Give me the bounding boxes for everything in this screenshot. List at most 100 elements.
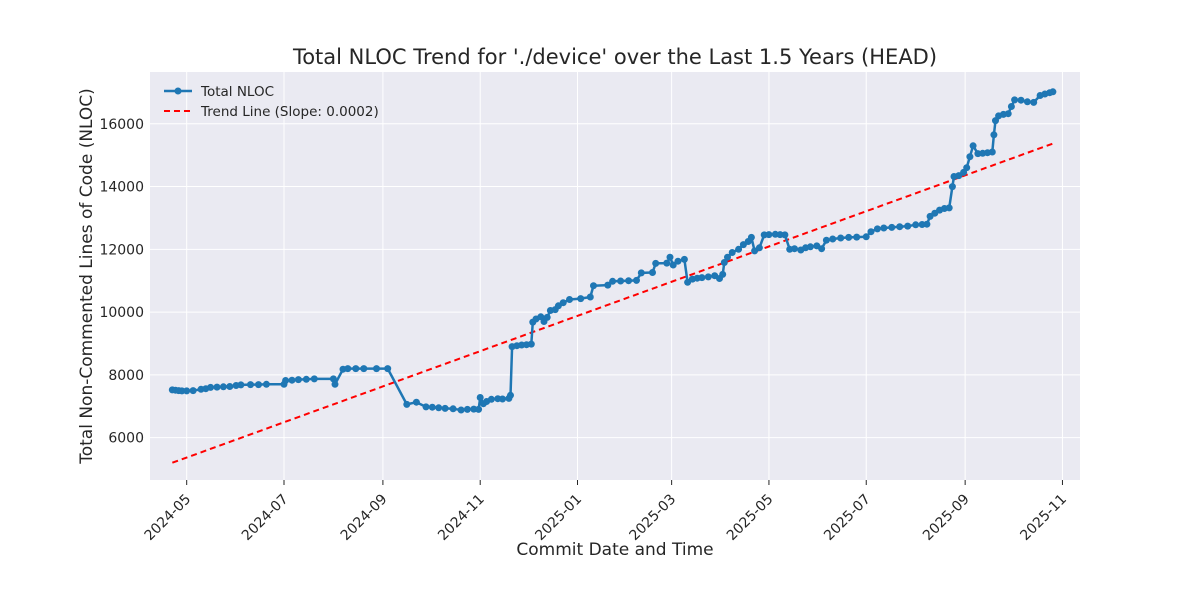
legend-marker-total-nloc <box>174 87 182 95</box>
data-point <box>586 293 594 301</box>
data-point <box>633 276 640 284</box>
data-point <box>765 231 773 239</box>
data-point <box>720 259 728 266</box>
data-point <box>449 405 457 413</box>
data-point <box>1017 96 1025 104</box>
data-point <box>499 395 506 403</box>
data-point <box>663 259 671 267</box>
y-axis-label: Total Non-Commented Lines of Code (NLOC) <box>77 88 97 465</box>
data-point <box>652 259 660 267</box>
x-tick-label: 2025-09 <box>920 491 973 544</box>
grid-lines <box>150 72 1080 480</box>
data-point <box>896 223 904 231</box>
x-tick-label: 2025-03 <box>627 491 680 544</box>
x-tick-label: 2024-09 <box>338 491 391 544</box>
data-point <box>559 299 567 307</box>
data-point <box>609 277 617 285</box>
series-layer <box>168 88 1057 414</box>
data-point <box>237 381 245 389</box>
data-point <box>282 377 290 384</box>
y-tick-label: 8000 <box>108 368 144 384</box>
data-point <box>637 269 645 277</box>
data-point <box>945 204 953 212</box>
data-point <box>310 375 318 383</box>
data-point <box>441 404 449 412</box>
data-point <box>704 273 712 281</box>
data-point <box>422 403 430 411</box>
data-point <box>527 340 535 348</box>
chart-title: Total NLOC Trend for './device' over the… <box>292 45 937 69</box>
y-tick-label: 16000 <box>99 117 144 133</box>
data-point <box>577 295 585 303</box>
data-point <box>476 394 484 401</box>
data-point <box>719 270 727 278</box>
data-point <box>829 235 837 243</box>
data-point <box>360 365 368 373</box>
data-point <box>262 380 270 388</box>
data-point <box>904 222 912 230</box>
data-point <box>463 405 471 413</box>
data-point <box>428 403 436 411</box>
data-point <box>543 313 551 321</box>
data-point <box>331 380 339 388</box>
data-point <box>698 274 706 282</box>
data-point <box>988 148 996 156</box>
y-axis-ticks: 6000 8000 10000 12000 14000 16000 <box>99 117 144 447</box>
y-tick-label: 12000 <box>99 242 144 258</box>
data-point <box>412 398 420 406</box>
data-point <box>862 233 870 241</box>
data-point <box>837 234 845 242</box>
data-point <box>818 245 826 253</box>
data-point <box>1004 110 1012 118</box>
data-point <box>735 245 743 253</box>
trend-line-layer <box>171 142 1054 464</box>
data-point <box>963 164 971 172</box>
data-point <box>457 406 465 414</box>
data-point <box>873 225 881 233</box>
data-point <box>344 365 352 373</box>
data-point <box>566 296 573 303</box>
data-point <box>294 376 302 384</box>
x-tick-label: 2025-05 <box>724 491 777 544</box>
data-point <box>990 131 998 139</box>
y-tick-label: 14000 <box>99 180 144 196</box>
data-point <box>674 257 682 265</box>
data-point <box>1023 98 1031 106</box>
data-point <box>806 243 814 251</box>
data-point <box>487 395 495 403</box>
data-point <box>724 253 731 261</box>
x-tick-label: 2024-11 <box>435 491 488 544</box>
data-point <box>666 253 674 261</box>
y-tick-label: 6000 <box>108 431 144 447</box>
x-tick-label: 2025-07 <box>821 491 874 544</box>
data-point <box>822 236 830 244</box>
x-tick-label: 2024-07 <box>239 491 292 544</box>
data-point <box>373 365 380 373</box>
x-axis-ticks: 2024-05 2024-07 2024-09 2024-11 2025-01 2025-… <box>142 480 1070 544</box>
x-axis-label: Commit Date and Time <box>516 540 713 560</box>
data-point <box>625 277 633 285</box>
legend: Total NLOC Trend Line (Slope: 0.0002) <box>164 84 379 120</box>
data-point <box>178 387 186 395</box>
data-point <box>880 224 888 232</box>
data-point <box>845 233 853 241</box>
data-point <box>781 231 789 239</box>
data-point <box>1030 98 1038 106</box>
data-point <box>247 381 254 389</box>
x-tick-label: 2025-01 <box>532 491 585 544</box>
x-tick-label: 2025-11 <box>1017 491 1070 544</box>
data-point <box>302 375 310 383</box>
data-point <box>604 281 612 289</box>
data-point <box>1007 103 1015 110</box>
data-point <box>888 223 896 231</box>
data-point <box>219 383 227 391</box>
data-point <box>791 245 798 253</box>
data-point <box>853 233 861 241</box>
data-point <box>649 269 656 276</box>
data-point <box>189 387 197 395</box>
x-tick-label: 2024-05 <box>142 491 195 544</box>
data-point <box>507 391 514 399</box>
data-point <box>755 244 763 252</box>
